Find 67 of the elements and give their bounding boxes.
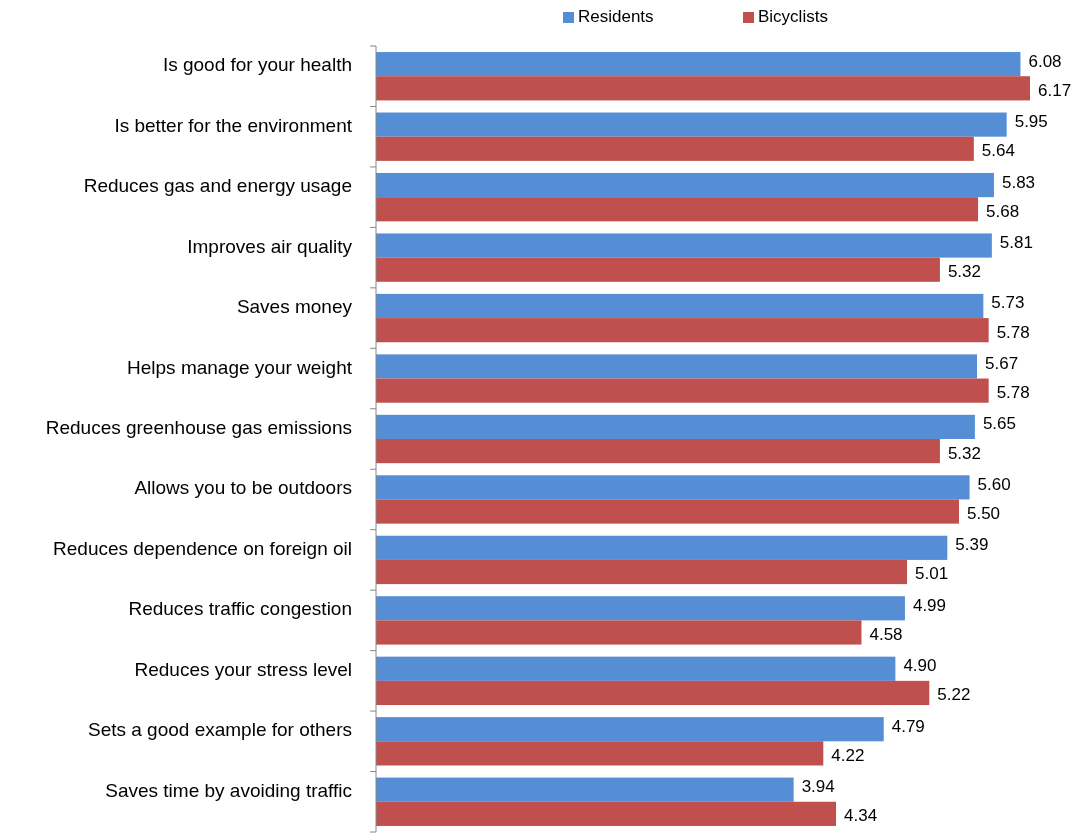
- y-tick-label: Reduces greenhouse gas emissions: [45, 417, 352, 439]
- bar: [376, 777, 794, 802]
- data-label: 5.50: [966, 504, 1001, 524]
- data-label: 4.34: [844, 806, 878, 826]
- data-label: 5.95: [1014, 112, 1048, 132]
- bar: [376, 76, 1030, 101]
- data-label: 5.01: [915, 564, 949, 584]
- data-label: 5.68: [986, 201, 1020, 221]
- y-tick-label: Saves money: [236, 296, 353, 318]
- y-tick-label: Saves time by avoiding traffic: [105, 779, 352, 801]
- bar: [376, 801, 837, 826]
- data-label: 5.32: [947, 262, 981, 282]
- data-label: 5.22: [937, 685, 971, 705]
- bar: [376, 414, 975, 439]
- data-label: 5.73: [991, 293, 1025, 313]
- data-label: 5.67: [985, 353, 1019, 373]
- bar: [376, 318, 989, 343]
- bar: [376, 620, 862, 645]
- y-tick-label: Sets a good example for others: [87, 719, 352, 741]
- bar: [376, 559, 908, 585]
- bar: [376, 354, 977, 379]
- bar: [376, 535, 948, 560]
- data-label: 4.90: [903, 656, 937, 676]
- y-tick-label: Reduces gas and energy usage: [83, 175, 352, 197]
- data-label: 5.60: [977, 474, 1011, 494]
- bar: [376, 656, 896, 681]
- data-label: 5.83: [1001, 172, 1036, 192]
- y-tick-label: Reduces traffic congestion: [128, 598, 352, 620]
- data-label: 6.17: [1038, 80, 1072, 100]
- bar: [376, 257, 940, 282]
- bar: [376, 475, 970, 500]
- data-label: 5.32: [947, 443, 981, 463]
- data-label: 6.08: [1028, 51, 1062, 71]
- y-tick-label: Is good for your health: [162, 54, 352, 76]
- y-tick-label: Helps manage your weight: [127, 356, 353, 378]
- data-label: 5.39: [955, 535, 989, 555]
- bar: [376, 717, 884, 742]
- data-label: 4.22: [831, 745, 865, 765]
- y-tick-label: Is better for the environment: [114, 114, 353, 136]
- bar: [376, 233, 992, 258]
- bar: [376, 499, 959, 524]
- bar: [376, 197, 979, 222]
- data-label: 4.58: [869, 624, 903, 644]
- y-tick-label: Reduces dependence on foreign oil: [53, 537, 352, 559]
- bar: [376, 378, 989, 403]
- bar: [376, 172, 994, 198]
- bar: [376, 293, 984, 319]
- bar: [376, 680, 930, 706]
- y-tick-label: Improves air quality: [187, 235, 353, 257]
- bar: [376, 112, 1007, 137]
- y-tick-label: Allows you to be outdoors: [134, 477, 352, 499]
- data-label: 3.94: [801, 777, 835, 797]
- data-label: 5.64: [981, 141, 1015, 161]
- bar: [376, 439, 940, 464]
- data-label: 5.78: [996, 322, 1030, 342]
- legend-label: Residents: [578, 7, 654, 27]
- data-label: 5.78: [996, 383, 1030, 403]
- data-label: 5.65: [982, 414, 1016, 434]
- bar: [376, 136, 974, 161]
- bar: [376, 596, 905, 621]
- data-label: 4.79: [891, 716, 925, 736]
- legend-label: Bicyclists: [758, 7, 828, 27]
- data-label: 4.99: [912, 595, 947, 615]
- y-tick-label: Reduces your stress level: [134, 658, 352, 680]
- data-label: 5.81: [999, 233, 1033, 253]
- bar: [376, 52, 1021, 77]
- bar: [376, 741, 824, 766]
